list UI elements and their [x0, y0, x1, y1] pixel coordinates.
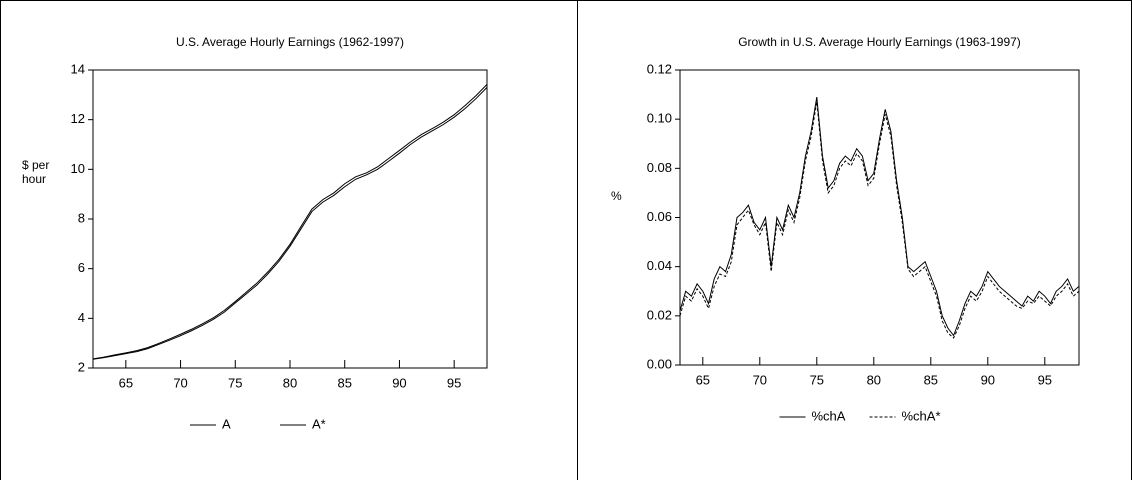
y-tick-label: 14 [71, 61, 85, 76]
y-axis-label: % [611, 189, 622, 203]
plot-frame [679, 69, 1080, 366]
x-tick-label: 80 [867, 372, 881, 387]
x-tick-label: 85 [924, 372, 938, 387]
y-tick-label: 0.12 [647, 61, 672, 76]
series-line [92, 87, 488, 360]
x-tick-label: 95 [447, 375, 461, 390]
x-tick-label: 80 [283, 375, 297, 390]
x-tick-label: 65 [119, 375, 133, 390]
y-tick-label: 6 [78, 260, 85, 275]
x-tick-label: 75 [228, 375, 242, 390]
chart-title: U.S. Average Hourly Earnings (1962-1997) [176, 35, 404, 49]
plot-frame [92, 69, 488, 369]
x-tick-label: 75 [810, 372, 824, 387]
y-tick-label: 0.04 [647, 258, 672, 273]
series-line [92, 84, 488, 360]
x-tick-label: 85 [337, 375, 351, 390]
y-tick-label: 12 [71, 111, 85, 126]
legend-label: A* [312, 416, 326, 431]
series-line [679, 101, 1080, 339]
legend-label: A [222, 416, 231, 431]
y-tick-label: 4 [78, 310, 85, 325]
x-tick-label: 65 [696, 372, 710, 387]
y-tick-label: 0.00 [647, 356, 672, 371]
legend-label: %chA [812, 408, 846, 423]
legend-label: %chA* [902, 408, 941, 423]
series-line [679, 96, 1080, 337]
chart-title: Growth in U.S. Average Hourly Earnings (… [738, 35, 1021, 49]
y-tick-label: 0.02 [647, 307, 672, 322]
y-tick-label: 2 [78, 359, 85, 374]
y-tick-label: 0.08 [647, 160, 672, 175]
y-tick-label: 8 [78, 210, 85, 225]
y-tick-label: 0.06 [647, 209, 672, 224]
y-axis-label: $ per hour [22, 158, 50, 186]
x-tick-label: 90 [392, 375, 406, 390]
x-tick-label: 90 [981, 372, 995, 387]
y-tick-label: 0.10 [647, 111, 672, 126]
x-tick-label: 95 [1038, 372, 1052, 387]
y-tick-label: 10 [71, 161, 85, 176]
x-tick-label: 70 [173, 375, 187, 390]
x-tick-label: 70 [753, 372, 767, 387]
